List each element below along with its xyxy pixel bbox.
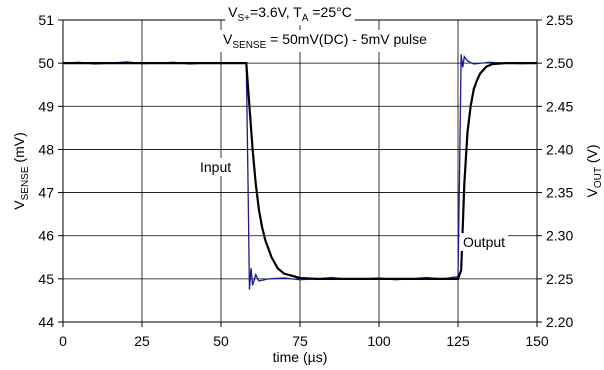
y2-tick-label: 2.25 [546, 271, 573, 287]
subscript: SENSE [20, 166, 31, 200]
x-tick-label: 0 [59, 333, 67, 349]
subscript: S+ [238, 13, 251, 24]
y-tick-label: 44 [38, 314, 54, 330]
x-axis-label: time (µs) [273, 349, 328, 365]
annotation: VSENSE = 50mV(DC) - 5mV pulse [223, 31, 427, 51]
text-part: V [223, 31, 233, 47]
x-tick-label: 125 [446, 333, 470, 349]
label-background [220, 30, 431, 52]
y2-tick-label: 2.20 [546, 314, 573, 330]
text-part: (mV) [11, 132, 27, 166]
y-tick-label: 45 [38, 271, 54, 287]
text-part: V [11, 200, 27, 210]
y-tick-label: 48 [38, 141, 54, 157]
x-tick-label: 100 [367, 333, 391, 349]
label-background [460, 233, 509, 251]
text-part: V [584, 188, 600, 198]
y2-tick-label: 2.35 [546, 185, 573, 201]
text-part: V [228, 4, 238, 20]
y-tick-label: 46 [38, 228, 54, 244]
y2-tick-label: 2.30 [546, 228, 573, 244]
series-line [63, 62, 537, 280]
x-tick-label: 25 [134, 333, 150, 349]
text-part: =25°C [308, 4, 351, 20]
x-tick-label: 75 [292, 333, 308, 349]
subscript: A [302, 13, 309, 24]
y2-tick-label: 2.45 [546, 98, 573, 114]
text-part: Input [200, 159, 231, 175]
x-tick-label: 150 [525, 333, 549, 349]
x-tick-label: 50 [213, 333, 229, 349]
y2-tick-label: 2.50 [546, 55, 573, 71]
text-part: (V) [584, 144, 600, 167]
y-tick-label: 49 [38, 98, 54, 114]
annotation: Input [200, 159, 231, 175]
subscript: SENSE [232, 40, 266, 51]
label-background [225, 3, 355, 25]
y2-tick-label: 2.55 [546, 12, 573, 28]
subscript: OUT [593, 167, 604, 188]
y2-tick-label: 2.40 [546, 141, 573, 157]
y-tick-label: 50 [38, 55, 54, 71]
y2-axis-label: VOUT (V) [584, 144, 604, 197]
annotation: VS+=3.6V, TA =25°C [228, 4, 352, 24]
y-tick-label: 51 [38, 12, 54, 28]
annotation: Output [463, 234, 505, 250]
text-part: = 50mV(DC) - 5mV pulse [266, 31, 427, 47]
y-tick-label: 47 [38, 185, 54, 201]
label-background [197, 158, 235, 176]
text-part: Output [463, 234, 505, 250]
y-axis-label: VSENSE (mV) [11, 132, 31, 209]
text-part: =3.6V, T [250, 4, 302, 20]
